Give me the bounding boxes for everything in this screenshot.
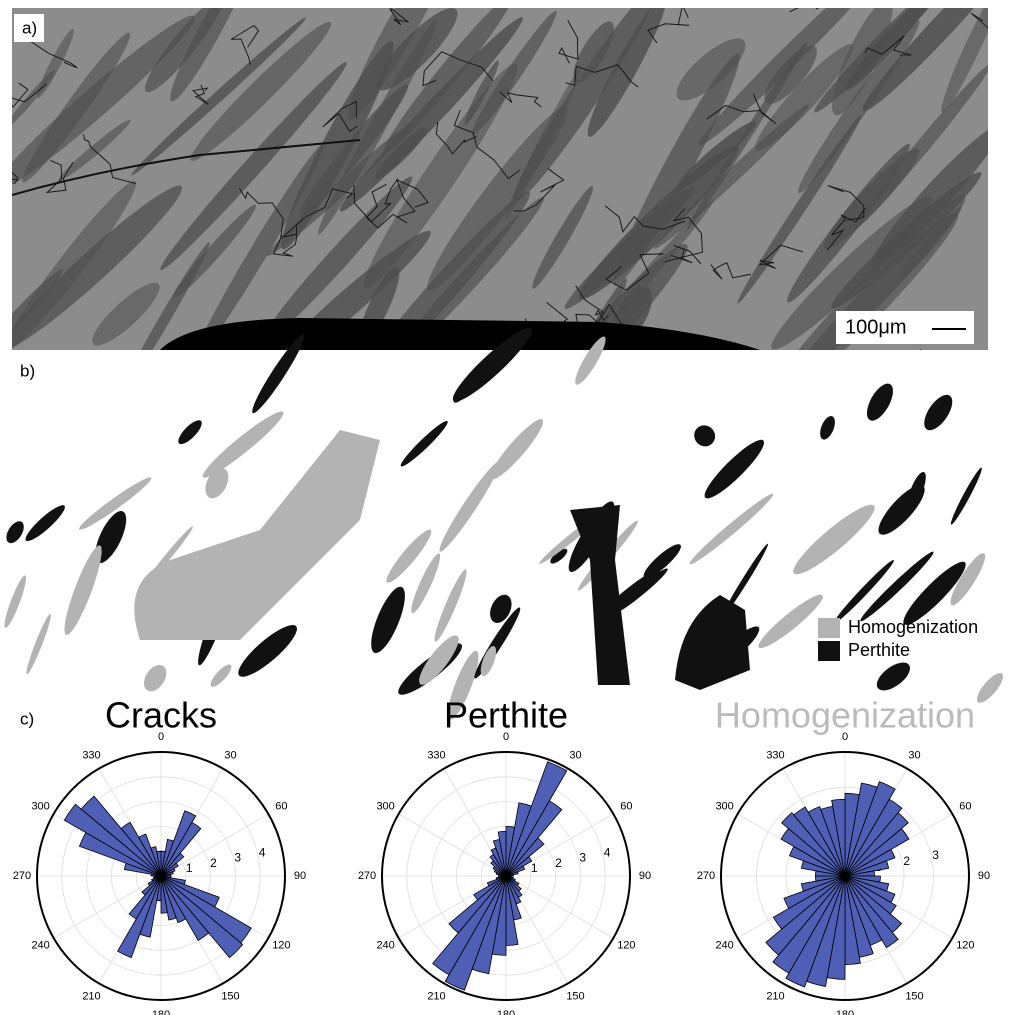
theta-tick-label: 270 xyxy=(358,870,376,882)
sem-crack xyxy=(910,349,929,385)
theta-tick-label: 60 xyxy=(275,800,287,812)
theta-tick-label: 150 xyxy=(905,990,923,1002)
homogenization-region xyxy=(139,661,171,696)
chart-title: Perthite xyxy=(444,695,568,736)
homogenization-region xyxy=(58,542,107,637)
theta-tick-label: 30 xyxy=(908,750,920,762)
perthite-region xyxy=(872,657,915,696)
theta-tick-label: 180 xyxy=(152,1009,170,1015)
perthite-region xyxy=(22,501,69,545)
panel-label: b) xyxy=(20,361,35,380)
theta-tick-label: 60 xyxy=(620,800,632,812)
figure: a) b) c) 100μm Homogenization Perthite Cra… xyxy=(0,0,1010,1015)
theta-tick-label: 0 xyxy=(842,731,848,743)
homogenization-region xyxy=(485,414,548,484)
r-tick-label: 2 xyxy=(210,856,217,870)
theta-tick-label: 30 xyxy=(569,750,581,762)
homogenization-region xyxy=(24,613,54,676)
perthite-region xyxy=(364,583,411,657)
segmentation-map xyxy=(1,321,1007,723)
theta-tick-label: 0 xyxy=(503,731,509,743)
perthite-region xyxy=(675,595,750,690)
theta-tick-label: 30 xyxy=(224,750,236,762)
homogenization-region xyxy=(134,430,380,640)
homogenization-region xyxy=(198,406,288,483)
theta-tick-label: 210 xyxy=(82,990,100,1002)
perthite-region xyxy=(948,466,984,526)
perthite-region xyxy=(690,421,720,451)
theta-tick-label: 90 xyxy=(978,870,990,882)
theta-tick-label: 120 xyxy=(956,939,974,951)
homogenization-region xyxy=(973,669,1007,706)
panel-label: a) xyxy=(22,18,37,37)
theta-tick-label: 210 xyxy=(766,990,784,1002)
r-tick-label: 2 xyxy=(555,856,562,870)
r-tick-label: 1 xyxy=(531,861,538,875)
chart-title: Cracks xyxy=(105,695,217,736)
theta-tick-label: 300 xyxy=(31,800,49,812)
r-tick-label: 4 xyxy=(259,846,266,860)
perthite-region xyxy=(919,390,958,435)
scale-bar-label: 100μm xyxy=(845,316,907,338)
theta-tick-label: 90 xyxy=(294,870,306,882)
perthite-region xyxy=(817,414,838,442)
homogenization-region xyxy=(754,589,828,653)
theta-tick-label: 330 xyxy=(766,750,784,762)
legend-label: Perthite xyxy=(848,640,910,660)
legend-swatch xyxy=(818,641,840,661)
r-tick-label: 2 xyxy=(903,854,910,868)
r-tick-label: 1 xyxy=(186,861,193,875)
homogenization-region xyxy=(431,567,471,643)
theta-tick-label: 150 xyxy=(221,990,239,1002)
theta-tick-label: 120 xyxy=(272,939,290,951)
perthite-region xyxy=(3,518,28,546)
theta-tick-label: 270 xyxy=(697,870,715,882)
legend-swatch xyxy=(818,618,840,638)
theta-tick-label: 240 xyxy=(715,939,733,951)
theta-tick-label: 180 xyxy=(497,1009,515,1015)
theta-tick-label: 180 xyxy=(836,1009,854,1015)
theta-tick-label: 330 xyxy=(82,750,100,762)
homogenization-region xyxy=(787,497,881,581)
chart-title: Homogenization xyxy=(715,695,975,736)
theta-tick-label: 90 xyxy=(639,870,651,882)
legend-label: Homogenization xyxy=(848,617,978,637)
panel-label: c) xyxy=(20,709,34,728)
theta-tick-label: 60 xyxy=(959,800,971,812)
perthite-region xyxy=(175,417,205,448)
homogenization-region xyxy=(208,662,235,690)
theta-tick-label: 150 xyxy=(566,990,584,1002)
theta-tick-label: 120 xyxy=(617,939,635,951)
r-tick-label: 3 xyxy=(932,848,939,862)
perthite-region xyxy=(398,418,451,470)
r-tick-label: 3 xyxy=(234,851,241,865)
theta-tick-label: 300 xyxy=(715,800,733,812)
theta-tick-label: 0 xyxy=(158,731,164,743)
r-tick-label: 3 xyxy=(579,851,586,865)
theta-tick-label: 210 xyxy=(427,990,445,1002)
homogenization-region xyxy=(1,574,29,630)
theta-tick-label: 330 xyxy=(427,750,445,762)
perthite-region xyxy=(862,380,899,425)
theta-tick-label: 270 xyxy=(13,870,31,882)
theta-tick-label: 240 xyxy=(376,939,394,951)
theta-tick-label: 300 xyxy=(376,800,394,812)
theta-tick-label: 240 xyxy=(31,939,49,951)
r-tick-label: 4 xyxy=(604,846,611,860)
homogenization-region xyxy=(686,490,776,568)
